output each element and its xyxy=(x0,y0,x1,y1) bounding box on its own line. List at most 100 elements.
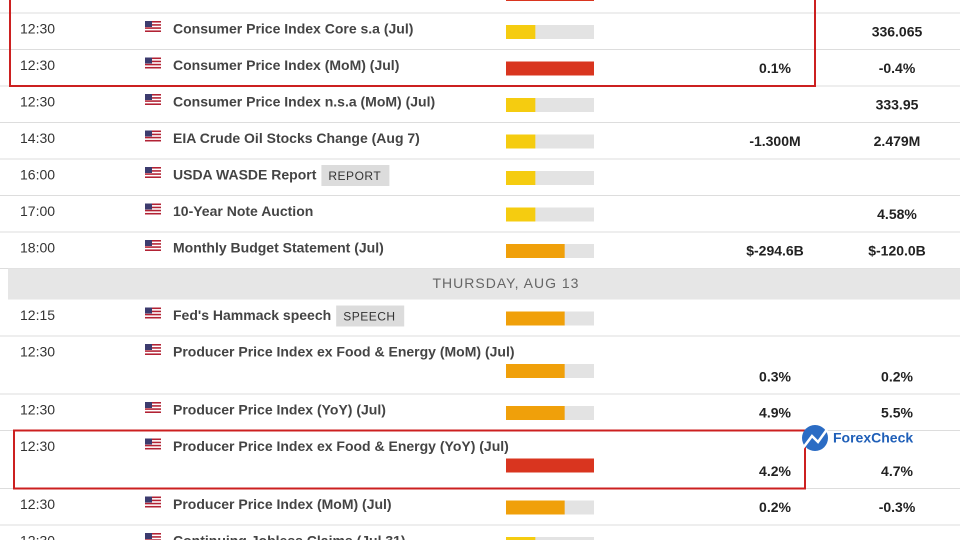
event-tag: REPORT xyxy=(328,169,381,183)
flag-stripe xyxy=(145,498,161,500)
flag-stripe xyxy=(145,132,161,134)
flag-stripe xyxy=(145,348,161,351)
event-name: Producer Price Index (MoM) (Jul) xyxy=(173,496,392,512)
forecast: 0.1% xyxy=(759,60,791,76)
us-flag xyxy=(145,496,161,508)
flag-canton xyxy=(145,533,152,539)
previous: -0.4% xyxy=(879,60,916,76)
flag-stripe xyxy=(145,28,161,31)
event-time: 12:15 xyxy=(20,307,55,323)
flag-stripe xyxy=(145,351,161,354)
us-flag xyxy=(145,240,161,251)
event-name: Producer Price Index (YoY) (Jul) xyxy=(173,402,386,418)
flag-canton xyxy=(145,57,152,64)
impact-bar xyxy=(506,311,565,326)
previous: $-120.0B xyxy=(868,243,926,259)
flag-stripe xyxy=(145,309,161,311)
flag-stripe xyxy=(145,312,161,314)
day-header: THURSDAY, AUG 13 xyxy=(433,275,580,291)
flag-canton xyxy=(145,130,152,137)
previous: 5.5% xyxy=(881,405,913,421)
flag-stripe xyxy=(145,135,161,137)
event-time: 17:00 xyxy=(20,203,55,219)
impact-bar xyxy=(506,207,536,222)
flag-stripe xyxy=(145,171,161,174)
us-flag xyxy=(145,130,161,142)
flag-stripe xyxy=(145,208,161,210)
flag-stripe xyxy=(145,205,161,207)
flag-stripe xyxy=(145,440,161,442)
flag-stripe xyxy=(145,95,161,98)
flag-stripe xyxy=(145,101,161,104)
previous: 4.7% xyxy=(881,463,913,479)
event-time: 12:30 xyxy=(20,21,55,37)
flag-stripe xyxy=(145,446,161,448)
impact-bar xyxy=(506,25,536,39)
flag-stripe xyxy=(145,501,161,503)
forecast: 4.2% xyxy=(759,463,791,479)
flag-stripe xyxy=(145,98,161,101)
forecast: 4.9% xyxy=(759,405,791,421)
flag-stripe xyxy=(145,406,161,409)
event-name: Producer Price Index ex Food & Energy (Y… xyxy=(173,438,509,454)
event-time: 12:30 xyxy=(20,496,55,512)
flag-canton xyxy=(145,344,152,350)
event-time: 12:30 xyxy=(20,57,55,73)
flag-stripe xyxy=(145,59,161,61)
logo-arrow xyxy=(802,427,830,449)
event-time: 12:30 xyxy=(20,402,55,418)
impact-bar xyxy=(506,244,565,258)
event-time: 16:00 xyxy=(20,167,55,183)
flag-stripe xyxy=(145,65,161,67)
flag-canton xyxy=(145,402,152,408)
flag-canton xyxy=(145,438,152,445)
event-time: 12:30 xyxy=(20,533,55,540)
flag-canton xyxy=(145,167,152,173)
flag-bg xyxy=(145,533,161,540)
flag-stripe xyxy=(145,409,161,412)
flag-stripe xyxy=(145,534,161,537)
event-tag-bg xyxy=(321,165,390,186)
flag-stripe xyxy=(145,138,161,140)
impact-bar xyxy=(506,98,536,112)
event-name: 10-Year Note Auction xyxy=(173,203,313,219)
us-flag xyxy=(145,21,161,32)
watermark: ForexCheck xyxy=(833,430,913,446)
flag-canton xyxy=(145,21,152,27)
flag-canton xyxy=(145,307,152,314)
event-name: Continuing Jobless Claims (Jul 31) xyxy=(173,533,406,540)
flag-canton xyxy=(145,240,152,246)
previous: 336.065 xyxy=(872,24,923,40)
forecast: 0.3% xyxy=(759,369,791,385)
event-time: 18:00 xyxy=(20,240,55,256)
event-name: Fed's Hammack speech xyxy=(173,307,331,323)
highlight-box xyxy=(9,0,816,87)
us-flag xyxy=(145,533,161,540)
event-time: 12:30 xyxy=(20,94,55,110)
forecast: 0.2% xyxy=(759,499,791,515)
flag-stripe xyxy=(145,25,161,28)
event-name: Producer Price Index ex Food & Energy (M… xyxy=(173,344,515,360)
event-name: Consumer Price Index Core s.a (Jul) xyxy=(173,21,413,37)
impact-bar xyxy=(506,0,594,1)
impact-bar xyxy=(506,537,536,540)
impact-bar xyxy=(506,406,565,420)
event-time: 14:30 xyxy=(20,130,55,146)
event-name: USDA WASDE Report xyxy=(173,167,317,183)
watermark-logo xyxy=(802,425,830,451)
forecast: -1.300M xyxy=(749,133,800,149)
day-header-bg xyxy=(8,268,960,300)
previous: 333.95 xyxy=(876,97,919,113)
previous: 0.2% xyxy=(881,369,913,385)
flag-stripe xyxy=(145,168,161,171)
flag-stripe xyxy=(145,174,161,177)
us-flag xyxy=(145,307,161,319)
us-flag xyxy=(145,203,161,215)
event-time: 12:30 xyxy=(20,438,55,454)
event-name: EIA Crude Oil Stocks Change (Aug 7) xyxy=(173,130,420,146)
highlight-box xyxy=(13,429,806,490)
impact-bar xyxy=(506,134,536,149)
flag-stripe xyxy=(145,244,161,247)
